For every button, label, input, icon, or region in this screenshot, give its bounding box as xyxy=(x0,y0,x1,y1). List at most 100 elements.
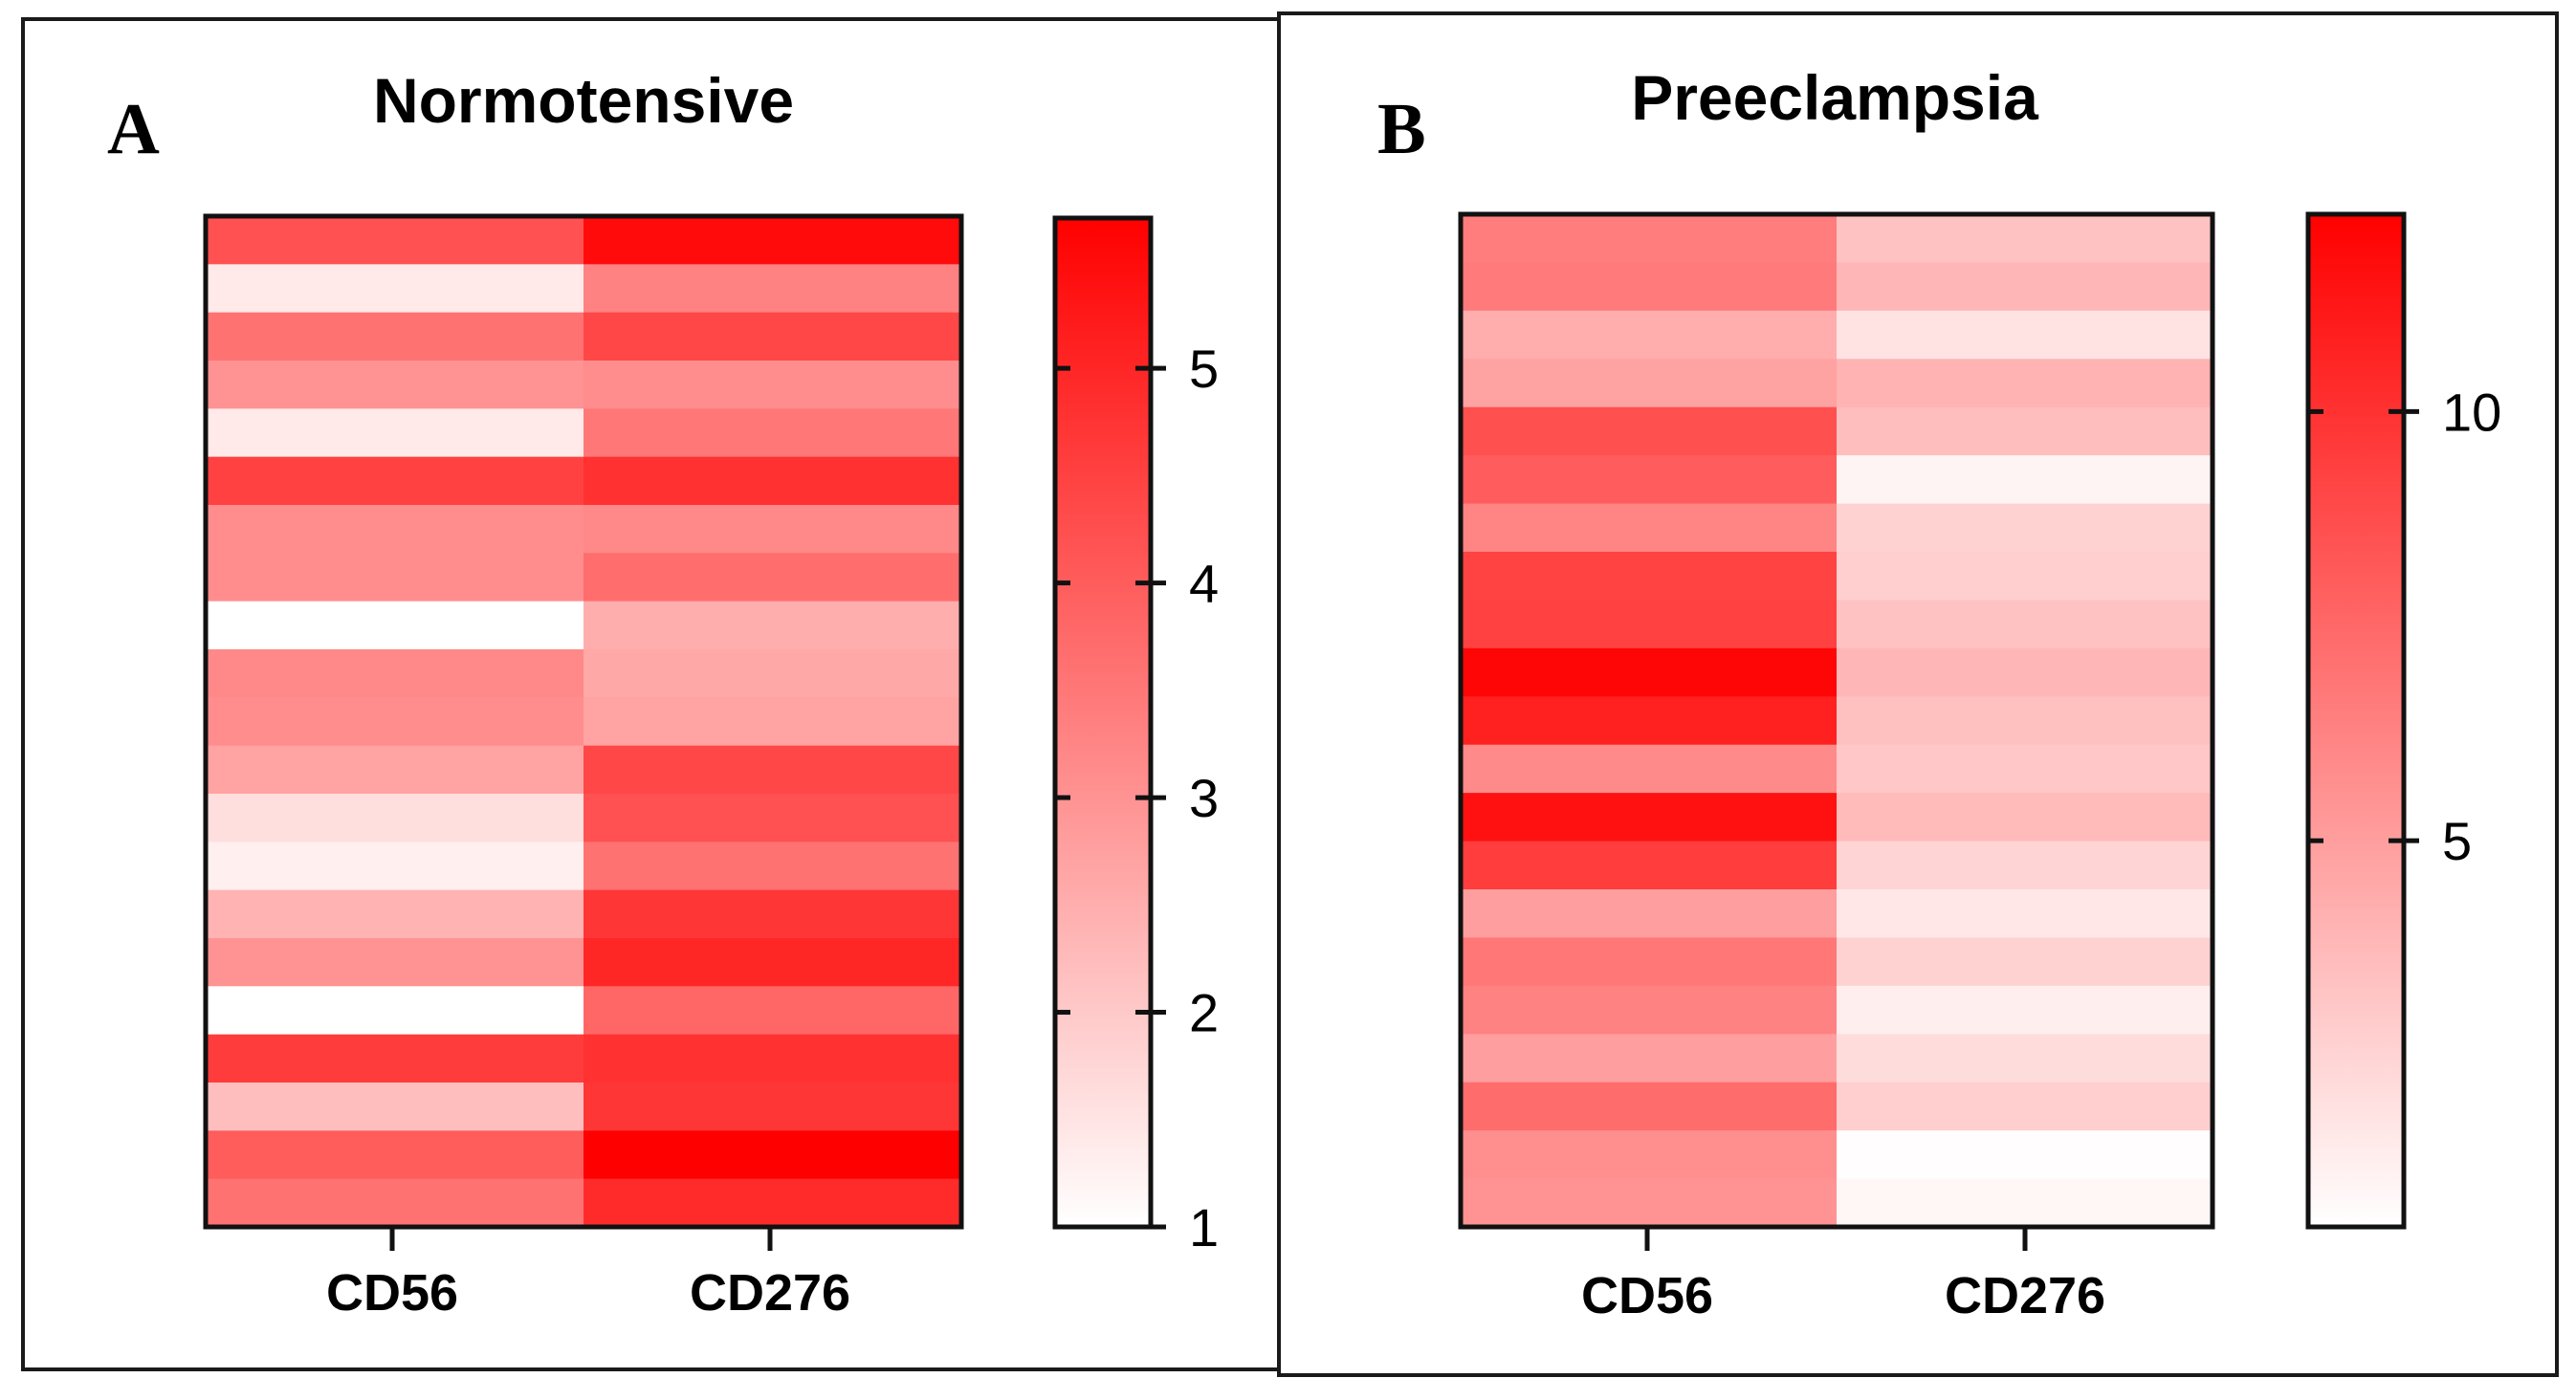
panel-b-cell-r16-cd56 xyxy=(1461,937,1838,987)
panel-a-letter: A xyxy=(107,89,160,169)
panel-a-cell-r5-cd276 xyxy=(583,408,962,458)
panel-b-cell-r7-cd276 xyxy=(1837,503,2213,553)
panel-b-cell-r12-cd276 xyxy=(1837,744,2213,794)
panel-a-cell-r9-cd276 xyxy=(583,601,962,650)
panel-a-cell-r18-cd276 xyxy=(583,1034,962,1083)
panel-b-x-label-cd276: CD276 xyxy=(1945,1267,2105,1324)
panel-b-cell-r16-cd276 xyxy=(1837,937,2213,987)
panel-b-cell-r19-cd276 xyxy=(1837,1082,2213,1131)
panel-a-cell-r17-cd276 xyxy=(583,986,962,1036)
panel-a-cell-r10-cd276 xyxy=(583,649,962,698)
panel-b-cell-r11-cd56 xyxy=(1461,696,1838,746)
panel-a-cell-r1-cd56 xyxy=(206,216,584,265)
panel-a-cell-r2-cd276 xyxy=(583,264,962,314)
panel-b-cell-r10-cd56 xyxy=(1461,647,1838,697)
panel-a-cell-r5-cd56 xyxy=(206,408,584,458)
panel-b-cell-r2-cd56 xyxy=(1461,262,1838,312)
panel-a-colorbar-gradient xyxy=(1052,215,1154,1230)
panel-a-title: Normotensive xyxy=(373,65,794,136)
panel-b-cell-r4-cd276 xyxy=(1837,359,2213,408)
panel-a-cell-r15-cd56 xyxy=(206,889,584,939)
panel-a-colorbar-tick-label: 3 xyxy=(1189,768,1219,828)
panel-b-cell-r9-cd276 xyxy=(1837,600,2213,649)
panel-b-cell-r8-cd276 xyxy=(1837,552,2213,602)
panel-a-cell-r3-cd56 xyxy=(206,312,584,361)
panel-a-cell-r16-cd276 xyxy=(583,938,962,987)
panel-a-cell-r1-cd276 xyxy=(583,216,962,265)
panel-a-cell-r16-cd56 xyxy=(206,938,584,987)
panel-b-cell-r20-cd56 xyxy=(1461,1130,1838,1180)
panel-b-cell-r17-cd56 xyxy=(1461,985,1838,1035)
panel-b-heatmap-border xyxy=(1458,211,2215,1230)
panel-a-cell-r11-cd276 xyxy=(583,697,962,747)
panel-a-cell-r13-cd56 xyxy=(206,794,584,842)
panel-a-cell-r12-cd56 xyxy=(206,745,584,795)
panel-b-cell-r3-cd276 xyxy=(1837,310,2213,360)
panel-a-cell-r2-cd56 xyxy=(206,264,584,314)
panel-b-cell-r20-cd276 xyxy=(1837,1130,2213,1180)
panel-a-cell-r18-cd56 xyxy=(206,1034,584,1083)
panel-b-cell-r1-cd56 xyxy=(1461,214,1838,264)
panel-b-cell-r6-cd276 xyxy=(1837,455,2213,505)
panel-b-cell-r7-cd56 xyxy=(1461,503,1838,553)
panel-a-cell-r19-cd276 xyxy=(583,1083,962,1131)
panel-b-x-label-cd56: CD56 xyxy=(1581,1267,1713,1324)
panel-a-x-label-cd56: CD56 xyxy=(326,1264,458,1322)
panel-a-cell-r11-cd56 xyxy=(206,697,584,747)
panel-b-cell-r14-cd276 xyxy=(1837,841,2213,890)
panel-a-cell-r3-cd276 xyxy=(583,312,962,361)
panel-a: A Normotensive CD56 CD276 1 2 3 4 5 xyxy=(21,17,1281,1371)
panel-b-cell-r15-cd56 xyxy=(1461,889,1838,939)
panel-b-cell-r10-cd276 xyxy=(1837,647,2213,697)
panel-b-cell-r18-cd56 xyxy=(1461,1034,1838,1083)
panel-a-cell-r8-cd56 xyxy=(206,553,584,602)
panel-b-cell-r21-cd276 xyxy=(1837,1178,2213,1228)
panel-b-cell-r1-cd276 xyxy=(1837,214,2213,264)
panel-a-cell-r19-cd56 xyxy=(206,1083,584,1131)
panel-a-cell-r7-cd56 xyxy=(206,505,584,554)
panel-b-cell-r14-cd56 xyxy=(1461,841,1838,890)
panel-a-colorbar: 1 2 3 4 5 xyxy=(1052,215,1219,1258)
panel-a-cell-r4-cd56 xyxy=(206,361,584,409)
panel-b-colorbar-tick-label: 5 xyxy=(2442,811,2472,871)
panel-a-cell-r21-cd276 xyxy=(583,1178,962,1228)
panel-b-cell-r11-cd276 xyxy=(1837,696,2213,746)
panel-a-cell-r20-cd56 xyxy=(206,1130,584,1180)
panel-a-colorbar-tick-label: 2 xyxy=(1189,983,1219,1043)
panel-a-cell-r12-cd276 xyxy=(583,745,962,795)
panel-b-cell-r6-cd56 xyxy=(1461,455,1838,505)
panel-b: B Preeclampsia CD56 CD276 5 10 xyxy=(1277,11,2559,1377)
panel-a-heatmap-border xyxy=(203,213,964,1230)
panel-b-cell-r12-cd56 xyxy=(1461,744,1838,794)
panel-b-cell-r13-cd276 xyxy=(1837,793,2213,842)
panel-a-cell-r6-cd276 xyxy=(583,456,962,506)
panel-a-cell-r10-cd56 xyxy=(206,649,584,698)
panel-b-cell-r2-cd276 xyxy=(1837,262,2213,312)
panel-a-colorbar-tick-label: 5 xyxy=(1189,339,1219,399)
panel-b-cell-r21-cd56 xyxy=(1461,1178,1838,1228)
panel-b-title: Preeclampsia xyxy=(1631,62,2039,133)
panel-b-cell-r17-cd276 xyxy=(1837,985,2213,1035)
panel-b-cell-r18-cd276 xyxy=(1837,1034,2213,1083)
panel-b-colorbar-gradient xyxy=(2305,211,2407,1230)
panel-a-cell-r9-cd56 xyxy=(206,601,584,650)
panel-b-cell-r15-cd276 xyxy=(1837,889,2213,939)
panel-b-cell-r5-cd56 xyxy=(1461,406,1838,456)
panel-b-frame xyxy=(1277,11,2559,1377)
panel-a-cell-r14-cd276 xyxy=(583,842,962,891)
panel-b-cell-r13-cd56 xyxy=(1461,793,1838,842)
panel-a-cell-r7-cd276 xyxy=(583,505,962,554)
panel-b-cell-r9-cd56 xyxy=(1461,600,1838,649)
panel-a-cell-r8-cd276 xyxy=(583,553,962,602)
panel-b-cell-r4-cd56 xyxy=(1461,359,1838,408)
panel-a-colorbar-tick-label: 1 xyxy=(1189,1197,1219,1258)
panel-b-heatmap xyxy=(1461,214,2213,1228)
panel-a-cell-r15-cd276 xyxy=(583,889,962,939)
panel-b-cell-r5-cd276 xyxy=(1837,406,2213,456)
panel-a-cell-r20-cd276 xyxy=(583,1130,962,1180)
panel-a-x-label-cd276: CD276 xyxy=(690,1264,850,1322)
panel-a-heatmap xyxy=(206,216,962,1228)
panel-b-colorbar: 5 10 xyxy=(2305,211,2501,1230)
panel-a-cell-r14-cd56 xyxy=(206,842,584,891)
